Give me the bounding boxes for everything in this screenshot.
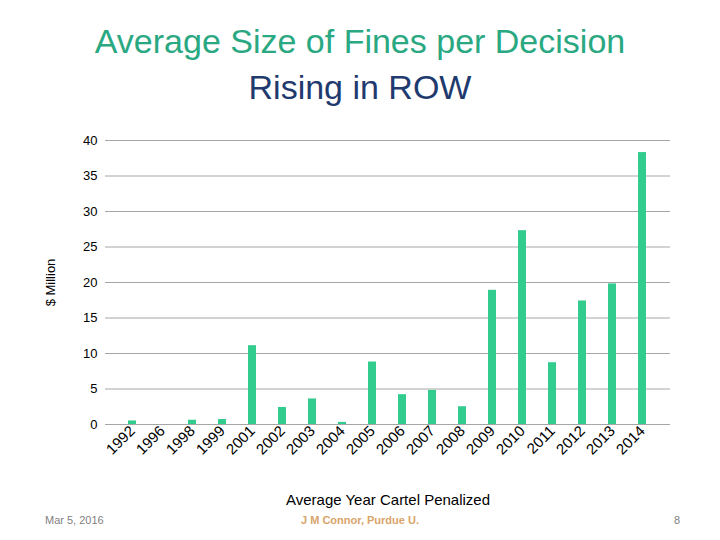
svg-text:40: 40 [83, 133, 97, 148]
svg-text:1999: 1999 [192, 422, 228, 458]
svg-text:10: 10 [83, 346, 97, 361]
svg-text:2008: 2008 [432, 422, 468, 458]
html-text:Average Size of Fines per Deci: Average Size of Fines per Decision [94, 22, 626, 60]
svg-text:0: 0 [90, 417, 97, 432]
svg-text:2007: 2007 [402, 422, 438, 458]
svg-text:2004: 2004 [312, 422, 348, 458]
svg-text:Average Year Cartel Penalized: Average Year Cartel Penalized [286, 491, 490, 508]
svg-text:25: 25 [83, 239, 97, 254]
svg-text:2006: 2006 [372, 422, 408, 458]
svg-text:1992: 1992 [102, 422, 138, 458]
svg-text:2010: 2010 [492, 422, 528, 458]
svg-text:1996: 1996 [132, 422, 168, 458]
html-text:Rising in ROW: Rising in ROW [248, 68, 472, 106]
svg-text:35: 35 [83, 168, 97, 183]
svg-text:20: 20 [83, 275, 97, 290]
html-text:Mar 5, 2016: Mar 5, 2016 [45, 514, 104, 526]
svg-text:$ Million: $ Million [43, 259, 58, 307]
html-text:J M Connor, Purdue U.: J M Connor, Purdue U. [301, 514, 419, 526]
svg-text:2002: 2002 [252, 422, 288, 458]
svg-text:2013: 2013 [582, 422, 618, 458]
svg-text:2001: 2001 [222, 422, 258, 458]
svg-text:2011: 2011 [523, 422, 558, 457]
svg-text:2003: 2003 [282, 422, 318, 458]
svg-text:30: 30 [83, 204, 97, 219]
svg-text:15: 15 [83, 310, 97, 325]
svg-text:2014: 2014 [612, 422, 648, 458]
svg-text:1998: 1998 [162, 422, 198, 458]
svg-text:2009: 2009 [462, 422, 498, 458]
svg-text:5: 5 [90, 381, 97, 396]
html-text:8: 8 [673, 514, 680, 526]
svg-text:2005: 2005 [342, 422, 378, 458]
svg-text:2012: 2012 [552, 422, 588, 458]
